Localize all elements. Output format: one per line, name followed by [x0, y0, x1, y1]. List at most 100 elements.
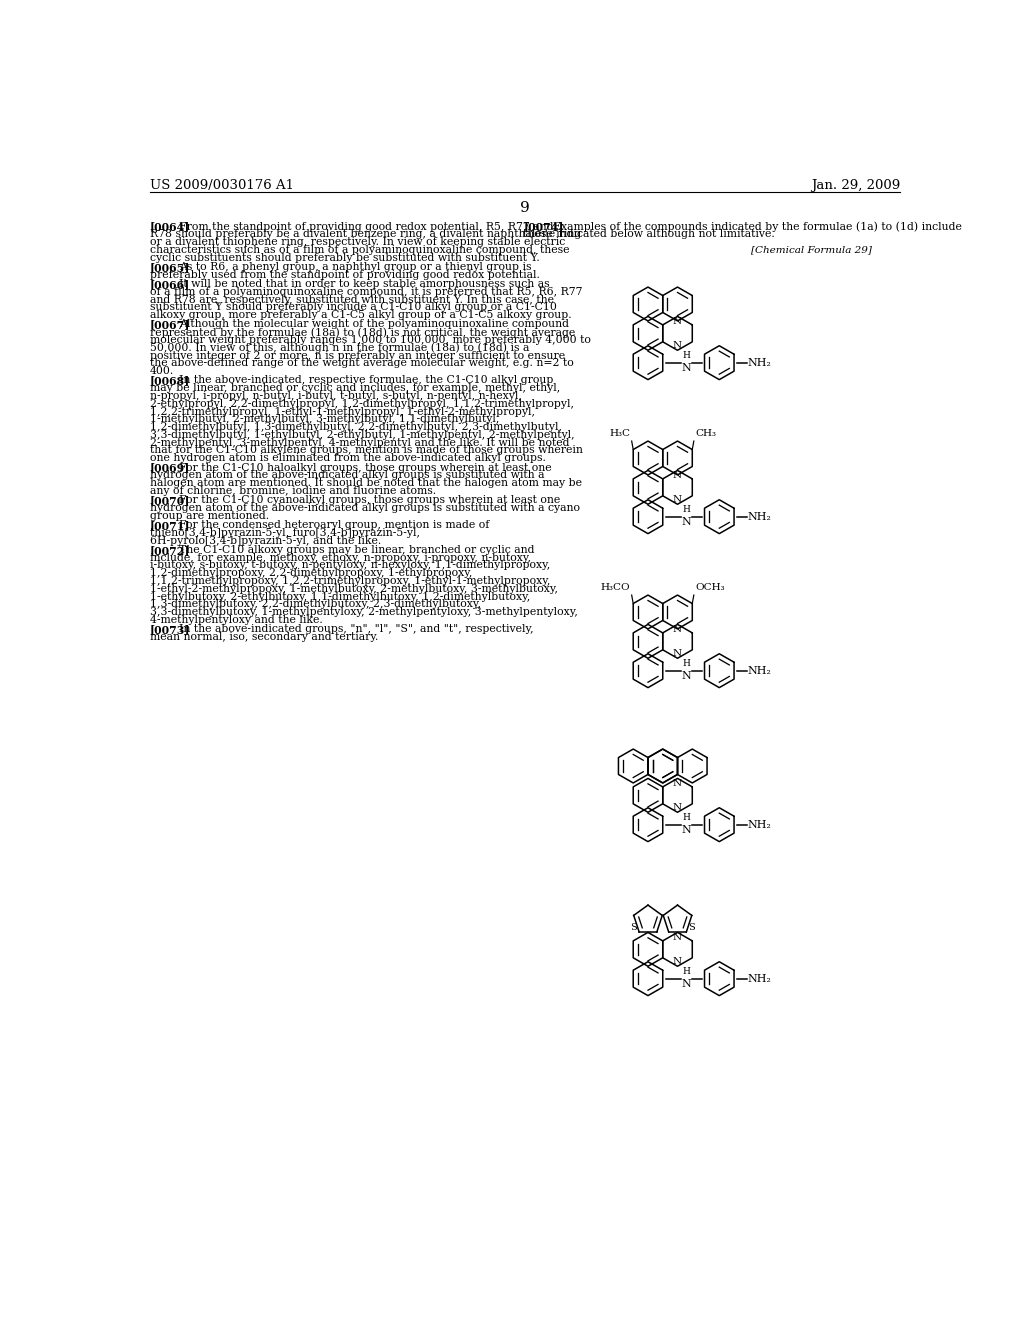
Text: As to R6, a phenyl group, a naphthyl group or a thienyl group is: As to R6, a phenyl group, a naphthyl gro… — [179, 261, 531, 272]
Text: of a film of a polyaminoquinoxaline compound, it is preferred that R5, R6, R77: of a film of a polyaminoquinoxaline comp… — [150, 286, 583, 297]
Text: NH₂: NH₂ — [748, 665, 772, 676]
Text: In the above-indicated groups, "n", "l", "S", and "t", respectively,: In the above-indicated groups, "n", "l",… — [179, 624, 534, 634]
Text: [0070]: [0070] — [150, 495, 190, 506]
Text: 1,1,2-trimethylpropoxy, 1,2,2-trimethylpropoxy, 1-ethyl-1-methylpropoxy,: 1,1,2-trimethylpropoxy, 1,2,2-trimethylp… — [150, 576, 550, 586]
Text: 400.: 400. — [150, 366, 174, 376]
Text: US 2009/0030176 A1: US 2009/0030176 A1 — [150, 180, 294, 193]
Text: [0071]: [0071] — [150, 520, 190, 531]
Text: [0065]: [0065] — [150, 261, 190, 273]
Text: CH₃: CH₃ — [695, 429, 717, 438]
Text: N: N — [673, 495, 682, 504]
Text: For the C1-C10 haloalkyl groups, those groups wherein at least one: For the C1-C10 haloalkyl groups, those g… — [179, 462, 552, 473]
Text: In the above-indicated, respective formulae, the C1-C10 alkyl group: In the above-indicated, respective formu… — [179, 375, 554, 385]
Text: preferably used from the standpoint of providing good redox potential.: preferably used from the standpoint of p… — [150, 269, 540, 280]
Text: S: S — [631, 923, 637, 932]
Text: 2-ethylpropyl, 2,2-dimethylpropyl, 1,2-dimethylpropyl, 1,1,2-trimethylpropyl,: 2-ethylpropyl, 2,2-dimethylpropyl, 1,2-d… — [150, 399, 573, 409]
Text: N: N — [682, 825, 691, 836]
Text: H: H — [683, 813, 690, 822]
Text: characteristics such as of a film of a polyaminoquinoxaline compound, these: characteristics such as of a film of a p… — [150, 246, 569, 255]
Text: one hydrogen atom is eliminated from the above-indicated alkyl groups.: one hydrogen atom is eliminated from the… — [150, 453, 546, 463]
Text: 2-methylpentyl, 3-methylpentyl, 4-methylpentyl and the like. It will be noted: 2-methylpentyl, 3-methylpentyl, 4-methyl… — [150, 438, 569, 447]
Text: [Chemical Formula 29]: [Chemical Formula 29] — [752, 244, 872, 253]
Text: NH₂: NH₂ — [748, 820, 772, 830]
Text: hydrogen atom of the above-indicated alkyl groups is substituted with a cyano: hydrogen atom of the above-indicated alk… — [150, 503, 580, 513]
Text: or a divalent thiophene ring, respectively. In view of keeping stable electric: or a divalent thiophene ring, respective… — [150, 238, 565, 247]
Text: N: N — [673, 341, 682, 350]
Text: 4-methylpentyloxy and the like.: 4-methylpentyloxy and the like. — [150, 615, 323, 624]
Text: H: H — [683, 968, 690, 977]
Text: hydrogen atom of the above-indicated alkyl groups is substituted with a: hydrogen atom of the above-indicated alk… — [150, 470, 544, 480]
Text: H: H — [683, 506, 690, 515]
Text: and R78 are, respectively, substituted with substituent Y. In this case, the: and R78 are, respectively, substituted w… — [150, 294, 554, 305]
Text: the above-defined range of the weight average molecular weight, e.g. n=2 to: the above-defined range of the weight av… — [150, 358, 573, 368]
Text: N: N — [682, 672, 691, 681]
Text: 6H-pyrolo[3,4-b]pyrazin-5-yl, and the like.: 6H-pyrolo[3,4-b]pyrazin-5-yl, and the li… — [150, 536, 381, 545]
Text: H₃CO: H₃CO — [600, 583, 630, 591]
Text: For the C1-C10 cyanoalkyl groups, those groups wherein at least one: For the C1-C10 cyanoalkyl groups, those … — [179, 495, 560, 506]
Text: H: H — [683, 660, 690, 668]
Text: any of chlorine, bromine, iodine and fluorine atoms.: any of chlorine, bromine, iodine and flu… — [150, 486, 436, 496]
Text: [0067]: [0067] — [150, 319, 190, 330]
Text: substituent Y should preferably include a C1-C10 alkyl group or a C1-C10: substituent Y should preferably include … — [150, 302, 557, 313]
Text: 1-methylbutyl, 2-methylbutyl, 3-methylbutyl, 1,1-dimethylbutyl,: 1-methylbutyl, 2-methylbutyl, 3-methylbu… — [150, 414, 499, 424]
Text: NH₂: NH₂ — [748, 974, 772, 983]
Text: N: N — [682, 363, 691, 374]
Text: those indicated below although not limitative.: those indicated below although not limit… — [523, 230, 775, 239]
Text: i-butoxy, s-butoxy, t-butoxy, n-pentyloxy, n-hexyloxy, 1,1-dimethylpropoxy,: i-butoxy, s-butoxy, t-butoxy, n-pentylox… — [150, 561, 550, 570]
Text: [0064]: [0064] — [150, 222, 189, 232]
Text: For the condensed heteroaryl group, mention is made of: For the condensed heteroaryl group, ment… — [179, 520, 489, 531]
Text: 1-ethylbutoxy, 2-ethylbutoxy, 1,1-dimethylbutoxy, 1,2-dimethylbutoxy,: 1-ethylbutoxy, 2-ethylbutoxy, 1,1-dimeth… — [150, 591, 530, 602]
Text: alkoxy group, more preferably a C1-C5 alkyl group or a C1-C5 alkoxy group.: alkoxy group, more preferably a C1-C5 al… — [150, 310, 571, 321]
Text: [0066]: [0066] — [150, 279, 189, 290]
Text: cyclic substituents should preferably be substituted with substituent Y.: cyclic substituents should preferably be… — [150, 252, 540, 263]
Text: n-propyl, i-propyl, n-butyl, i-butyl, t-butyl, s-butyl, n-pentyl, n-hexyl,: n-propyl, i-propyl, n-butyl, i-butyl, t-… — [150, 391, 521, 401]
Text: molecular weight preferably ranges 1,000 to 100,000, more preferably 4,000 to: molecular weight preferably ranges 1,000… — [150, 335, 591, 345]
Text: N: N — [682, 979, 691, 990]
Text: represented by the formulae (18a) to (18d) is not critical, the weight average: represented by the formulae (18a) to (18… — [150, 327, 574, 338]
Text: 1,3-dimethylbutoxy, 2,2-dimethylbutoxy, 2,3-dimethylbutoxy,: 1,3-dimethylbutoxy, 2,2-dimethylbutoxy, … — [150, 599, 480, 610]
Text: It will be noted that in order to keep stable amorphousness such as: It will be noted that in order to keep s… — [179, 279, 550, 289]
Text: H₃C: H₃C — [609, 429, 630, 438]
Text: N: N — [673, 779, 682, 788]
Text: NH₂: NH₂ — [748, 358, 772, 368]
Text: N: N — [673, 803, 682, 812]
Text: mean normal, iso, secondary and tertiary.: mean normal, iso, secondary and tertiary… — [150, 632, 378, 642]
Text: halogen atom are mentioned. It should be noted that the halogen atom may be: halogen atom are mentioned. It should be… — [150, 478, 582, 488]
Text: N: N — [682, 517, 691, 528]
Text: From the standpoint of providing good redox potential, R5, R77 and: From the standpoint of providing good re… — [179, 222, 554, 231]
Text: [0069]: [0069] — [150, 462, 189, 474]
Text: thieno[3,4-b]pyrazin-5-yl, furo[3,4-b]pyrazin-5-yl,: thieno[3,4-b]pyrazin-5-yl, furo[3,4-b]py… — [150, 528, 420, 537]
Text: N: N — [673, 471, 682, 480]
Text: Jan. 29, 2009: Jan. 29, 2009 — [811, 180, 900, 193]
Text: 1,2-dimethylpropoxy, 2,2-dimethylpropoxy, 1-ethylpropoxy,: 1,2-dimethylpropoxy, 2,2-dimethylpropoxy… — [150, 569, 472, 578]
Text: [0073]: [0073] — [150, 624, 190, 635]
Text: 9: 9 — [520, 201, 529, 215]
Text: may be linear, branched or cyclic and includes, for example, methyl, ethyl,: may be linear, branched or cyclic and in… — [150, 383, 560, 393]
Text: 3,3-dimethylbutoxy, 1-methylpentyloxy, 2-methylpentyloxy, 3-methylpentyloxy,: 3,3-dimethylbutoxy, 1-methylpentyloxy, 2… — [150, 607, 578, 618]
Text: S: S — [688, 923, 695, 932]
Text: that for the C1-C10 alkylene groups, mention is made of those groups wherein: that for the C1-C10 alkylene groups, men… — [150, 445, 583, 455]
Text: [0068]: [0068] — [150, 375, 189, 387]
Text: group are mentioned.: group are mentioned. — [150, 511, 269, 521]
Text: NH₂: NH₂ — [748, 512, 772, 521]
Text: 1,2-dimethylbutyl, 1,3-dimethylbutyl, 2,2-dimethylbutyl, 2,3-dimethylbutyl,: 1,2-dimethylbutyl, 1,3-dimethylbutyl, 2,… — [150, 422, 562, 432]
Text: include, for example, methoxy, ethoxy, n-propoxy, i-propoxy, n-butoxy,: include, for example, methoxy, ethoxy, n… — [150, 553, 530, 562]
Text: [0074]: [0074] — [523, 222, 563, 232]
Text: 1-ethyl-2-methylpropoxy, 1-methylbutoxy, 2-methylbutoxy, 3-methylbutoxy,: 1-ethyl-2-methylpropoxy, 1-methylbutoxy,… — [150, 583, 558, 594]
Text: 3,3-dimethylbutyl, 1-ethylbutyl, 2-ethylbutyl, 1-methylpentyl, 2-methylpentyl,: 3,3-dimethylbutyl, 1-ethylbutyl, 2-ethyl… — [150, 430, 574, 440]
Text: N: N — [673, 933, 682, 942]
Text: N: N — [673, 957, 682, 966]
Text: N: N — [673, 648, 682, 657]
Text: R78 should preferably be a divalent benzene ring, a divalent naphthalene ring: R78 should preferably be a divalent benz… — [150, 230, 581, 239]
Text: [0072]: [0072] — [150, 545, 190, 556]
Text: Examples of the compounds indicated by the formulae (1a) to (1d) include: Examples of the compounds indicated by t… — [553, 222, 962, 232]
Text: positive integer of 2 or more, n is preferably an integer sufficient to ensure: positive integer of 2 or more, n is pref… — [150, 351, 565, 360]
Text: The C1-C10 alkoxy groups may be linear, branched or cyclic and: The C1-C10 alkoxy groups may be linear, … — [179, 545, 535, 554]
Text: H: H — [683, 351, 690, 360]
Text: Although the molecular weight of the polyaminoquinoxaline compound: Although the molecular weight of the pol… — [179, 319, 569, 330]
Text: N: N — [673, 317, 682, 326]
Text: OCH₃: OCH₃ — [695, 583, 725, 591]
Text: 50,000. In view of this, although n in the formulae (18a) to (18d) is a: 50,000. In view of this, although n in t… — [150, 343, 529, 354]
Text: N: N — [673, 624, 682, 634]
Text: 1,2,2-trimethylpropyl, 1-ethyl-1-methylpropyl, 1-ethyl-2-methylpropyl,: 1,2,2-trimethylpropyl, 1-ethyl-1-methylp… — [150, 407, 535, 417]
